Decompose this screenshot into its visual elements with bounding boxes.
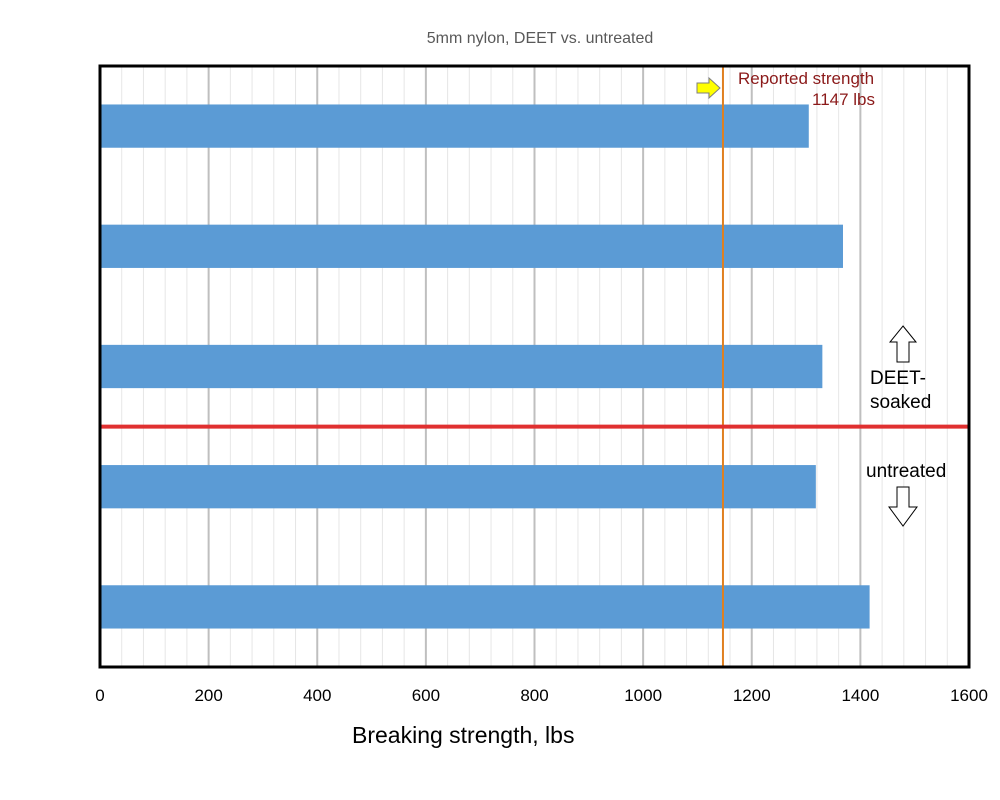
reference-line-label: Reported strength 1147 lbs bbox=[738, 68, 875, 110]
bar bbox=[100, 104, 809, 148]
reference-label-line2: 1147 lbs bbox=[812, 90, 876, 109]
bar bbox=[100, 224, 843, 268]
x-axis-label: Breaking strength, lbs bbox=[352, 722, 575, 748]
untreated-label: untreated bbox=[866, 461, 947, 482]
x-tick-label: 1400 bbox=[841, 686, 879, 705]
x-tick-label: 800 bbox=[520, 686, 548, 705]
bar bbox=[100, 344, 823, 389]
x-tick-label: 1200 bbox=[733, 686, 771, 705]
reference-label-line1: Reported strength bbox=[738, 69, 875, 88]
right-arrow-icon bbox=[696, 76, 721, 100]
chart-title: 5mm nylon, DEET vs. untreated bbox=[426, 30, 654, 47]
bar bbox=[100, 585, 870, 629]
deet-soaked-line2: soaked bbox=[870, 392, 932, 413]
deet-soaked-label: DEET- soaked bbox=[870, 367, 931, 415]
x-tick-label: 400 bbox=[303, 686, 331, 705]
plot-frame bbox=[98, 64, 971, 669]
x-tick-label: 1600 bbox=[950, 686, 988, 705]
x-tick-label: 1000 bbox=[624, 686, 662, 705]
up-arrow-icon bbox=[888, 325, 918, 363]
x-tick-label: 600 bbox=[412, 686, 440, 705]
deet-soaked-line1: DEET- bbox=[870, 368, 926, 389]
x-tick-labels: 0 200 400 600 800 1000 1200 1400 1600 bbox=[95, 686, 988, 705]
bar bbox=[100, 465, 816, 509]
x-tick-label: 200 bbox=[194, 686, 222, 705]
x-tick-label: 0 bbox=[95, 686, 104, 705]
down-arrow-icon bbox=[888, 486, 918, 527]
bars bbox=[100, 104, 870, 629]
